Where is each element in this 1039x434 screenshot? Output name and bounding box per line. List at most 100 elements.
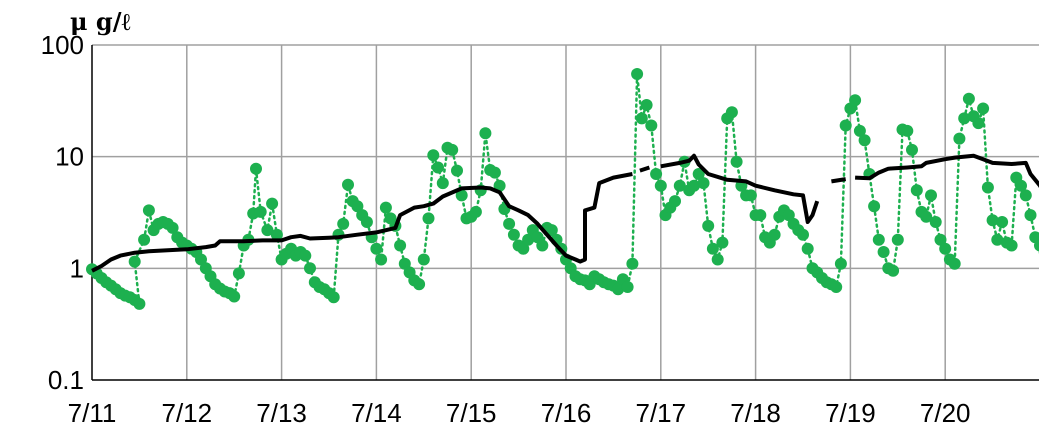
data-point [488, 166, 501, 179]
data-point [948, 257, 961, 270]
data-point [711, 253, 724, 266]
data-point [503, 217, 516, 230]
data-point [706, 242, 719, 255]
data-point [939, 242, 952, 255]
data-point [669, 195, 681, 208]
data-point [626, 257, 639, 270]
data-point [953, 132, 966, 145]
data-point [360, 216, 373, 228]
data-point [1019, 189, 1032, 202]
x-tick-label: 7/18 [730, 398, 781, 428]
black-line-series [91, 153, 1039, 273]
data-point [507, 228, 520, 241]
data-point [142, 204, 155, 217]
data-point [962, 92, 975, 105]
data-point [351, 200, 364, 213]
data-point [138, 233, 151, 246]
data-point [635, 112, 648, 125]
data-point [337, 217, 350, 230]
data-point [725, 106, 738, 119]
data-point [868, 200, 881, 213]
data-point [830, 281, 843, 293]
data-point [754, 209, 767, 222]
data-point [650, 168, 663, 180]
data-point [517, 242, 530, 255]
data-point [1005, 239, 1018, 252]
data-point [782, 209, 795, 222]
data-point [872, 233, 885, 246]
data-point [797, 228, 809, 241]
data-point [133, 297, 146, 310]
data-point [858, 134, 871, 147]
data-point [270, 228, 283, 241]
data-point [977, 102, 990, 115]
data-point [342, 178, 354, 191]
data-point [877, 246, 890, 258]
x-tick-label: 7/19 [825, 398, 876, 428]
x-tick-label: 7/14 [351, 398, 402, 428]
black-line-segment [639, 165, 651, 173]
data-point [266, 197, 279, 210]
data-point [250, 162, 262, 175]
data-point [370, 242, 383, 255]
y-tick-label: 10 [55, 142, 84, 172]
data-point [432, 161, 444, 174]
data-point [228, 290, 241, 303]
data-point [469, 205, 482, 218]
data-point [612, 283, 625, 296]
data-point [910, 184, 923, 197]
x-tick-label: 7/12 [161, 398, 212, 428]
data-point [254, 205, 267, 218]
data-point [522, 233, 535, 246]
data-point [901, 124, 914, 137]
data-point [688, 179, 700, 192]
x-tick-label: 7/11 [68, 398, 117, 428]
data-point [479, 127, 492, 140]
x-tick-label: 7/17 [635, 398, 686, 428]
data-point [702, 219, 715, 232]
data-point [996, 216, 1009, 228]
data-point [986, 214, 999, 227]
black-line-segment [660, 153, 820, 224]
data-point [834, 257, 847, 270]
data-point [375, 253, 388, 266]
data-point [621, 281, 634, 293]
data-point [849, 94, 862, 107]
data-point [394, 239, 407, 252]
data-point [934, 233, 947, 246]
data-point [891, 233, 904, 246]
data-point [958, 112, 971, 125]
data-point [654, 179, 667, 192]
data-point [673, 179, 686, 192]
data-point [427, 149, 440, 162]
green-points [86, 68, 1039, 310]
data-point [446, 143, 459, 156]
data-point [730, 155, 743, 168]
black-line-segment [855, 153, 1039, 189]
data-point [436, 177, 449, 190]
data-point [768, 228, 781, 241]
data-point [455, 189, 468, 202]
grid [92, 44, 1039, 380]
data-point [327, 291, 340, 304]
data-point [631, 68, 644, 80]
data-point [1015, 179, 1027, 192]
data-point [972, 117, 985, 130]
data-point [422, 212, 435, 225]
data-point [887, 264, 900, 277]
unit-label: μ g/ℓ [70, 7, 130, 36]
data-point [304, 262, 316, 275]
data-point [232, 267, 245, 280]
data-point [195, 253, 207, 266]
data-point [640, 99, 653, 111]
data-point [906, 143, 918, 156]
data-point [536, 239, 549, 252]
data-point [166, 221, 179, 234]
data-point [920, 210, 933, 223]
data-point [716, 236, 729, 249]
data-point [692, 168, 705, 180]
data-point [1029, 231, 1039, 244]
data-point [261, 224, 274, 237]
axes [91, 45, 1039, 381]
